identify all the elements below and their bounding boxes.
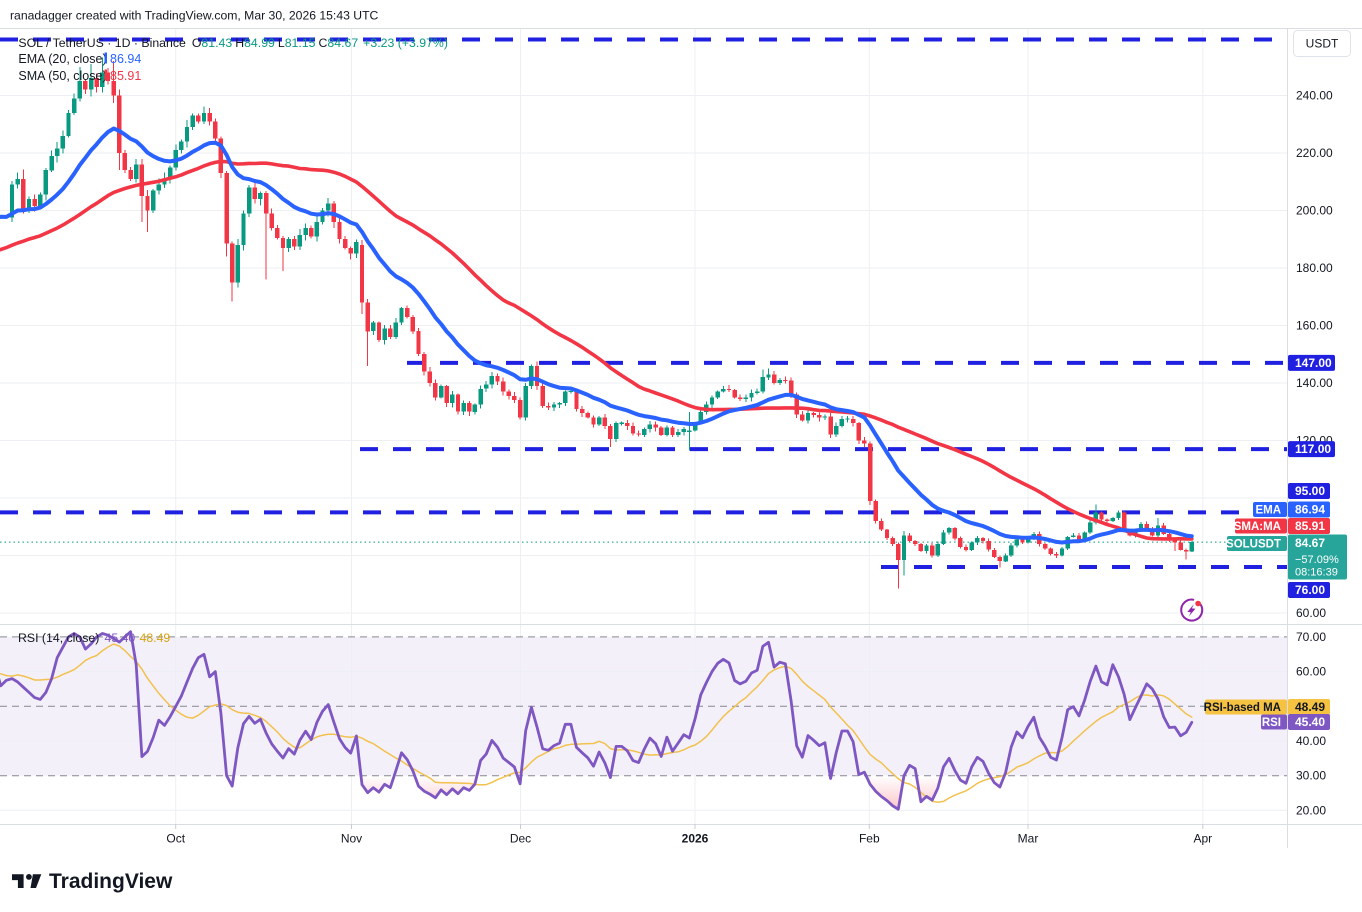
svg-text:RSI (14, close): RSI (14, close) (18, 631, 99, 645)
svg-text:SMA (50, close): SMA (50, close) (18, 69, 106, 83)
svg-text:EMA: EMA (1255, 505, 1281, 517)
svg-text:Dec: Dec (510, 832, 531, 846)
svg-text:60.00: 60.00 (1296, 606, 1326, 620)
svg-text:180.00: 180.00 (1296, 261, 1333, 275)
svg-text:40.00: 40.00 (1296, 734, 1326, 748)
svg-text:86.94: 86.94 (110, 52, 141, 66)
svg-text:Oct: Oct (166, 832, 185, 846)
svg-text:160.00: 160.00 (1296, 319, 1333, 333)
svg-text:45.40: 45.40 (1295, 715, 1325, 729)
svg-text:48.49: 48.49 (140, 631, 171, 645)
svg-text:Apr: Apr (1193, 832, 1212, 846)
svg-text:30.00: 30.00 (1296, 769, 1326, 783)
svg-text:140.00: 140.00 (1296, 376, 1333, 390)
svg-text:SMA:MA: SMA:MA (1234, 521, 1281, 533)
svg-text:TradingView: TradingView (49, 870, 173, 893)
svg-text:70.00: 70.00 (1296, 630, 1326, 644)
svg-text:Mar: Mar (1018, 832, 1039, 846)
svg-text:08:16:39: 08:16:39 (1295, 567, 1338, 579)
svg-text:48.49: 48.49 (1295, 700, 1325, 714)
svg-text:RSI: RSI (1262, 717, 1281, 729)
svg-text:20.00: 20.00 (1296, 803, 1326, 817)
svg-text:95.00: 95.00 (1295, 484, 1325, 498)
svg-text:200.00: 200.00 (1296, 204, 1333, 218)
svg-text:ranadagger created with Tradin: ranadagger created with TradingView.com,… (10, 9, 379, 23)
svg-text:117.00: 117.00 (1295, 442, 1331, 456)
svg-text:85.91: 85.91 (1295, 519, 1325, 533)
svg-text:Feb: Feb (859, 832, 880, 846)
svg-text:EMA (20, close): EMA (20, close) (18, 52, 106, 66)
svg-text:SOLUSDT: SOLUSDT (1226, 539, 1281, 551)
svg-text:RSI-based MA: RSI-based MA (1204, 702, 1281, 714)
svg-text:USDT: USDT (1306, 37, 1339, 51)
svg-text:Nov: Nov (341, 832, 362, 846)
svg-text:147.00: 147.00 (1295, 356, 1332, 370)
svg-text:76.00: 76.00 (1295, 583, 1325, 597)
svg-text:86.94: 86.94 (1295, 503, 1325, 517)
svg-text:−57.09%: −57.09% (1295, 554, 1339, 566)
svg-text:240.00: 240.00 (1296, 89, 1333, 103)
svg-text:84.67: 84.67 (1295, 536, 1325, 550)
svg-text:85.91: 85.91 (110, 69, 141, 83)
svg-text:45.40: 45.40 (105, 631, 136, 645)
svg-text:220.00: 220.00 (1296, 146, 1333, 160)
svg-text:2026: 2026 (682, 832, 709, 846)
svg-text:60.00: 60.00 (1296, 665, 1326, 679)
